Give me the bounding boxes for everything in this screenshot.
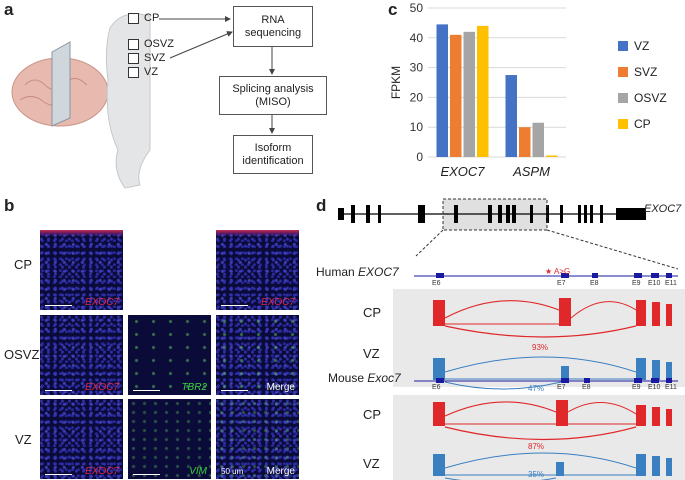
legend-swatch-cp (618, 119, 628, 129)
mouse-label: Mouse Exoc7 (328, 371, 401, 385)
zone-vz: VZ (128, 66, 158, 78)
legend-label-osvz: OSVZ (634, 91, 667, 105)
exon-label-e11: E11 (665, 280, 677, 287)
bar-cp-exoc7 (477, 25, 489, 157)
micrograph-osvz-merge: Merge (216, 315, 299, 395)
y-tick-label: 0 (416, 150, 423, 164)
micrograph-vz-merge: 50 um Merge (216, 399, 299, 479)
panel-a-drawing (11, 13, 275, 189)
bar-vz-aspm (505, 75, 517, 157)
exon-label-e6: E6 (432, 384, 441, 391)
panel-d-sashimi: ★ A>G 93% 47% (338, 198, 685, 480)
legend-swatch-svz (618, 67, 628, 77)
human-cp-track (433, 298, 672, 338)
track-label-mouse-cp: CP (363, 407, 382, 422)
x-tick-label: EXOC7 (440, 164, 485, 179)
zone-svz: SVZ (128, 52, 165, 64)
exon-label-e8: E8 (590, 280, 599, 287)
legend-label-cp: CP (634, 117, 651, 131)
legend-label-svz: SVZ (634, 65, 657, 79)
exon-label-e7: E7 (557, 280, 566, 287)
exon-label-e7: E7 (557, 384, 566, 391)
exon-label-e6: E6 (432, 280, 441, 287)
y-tick-label: 50 (410, 1, 424, 15)
psi-mouse-vz: 35% (528, 470, 544, 479)
brain-slice (51, 41, 71, 127)
snp-label: ★ A>G (545, 267, 570, 276)
isoform-identification-box: Isoform identification (233, 135, 313, 174)
exon-label-e10: E10 (648, 280, 661, 287)
human-vz-track (433, 356, 672, 390)
bar-osvz-aspm (532, 122, 544, 157)
exon-label-e9: E9 (632, 384, 641, 391)
bar-svz-exoc7 (450, 34, 462, 157)
psi-human-vz: 47% (528, 384, 544, 393)
human-label: Human EXOC7 (316, 265, 399, 279)
exon-label-e11: E11 (665, 384, 677, 391)
track-label-mouse-vz: VZ (363, 456, 380, 471)
panel-d-label: d (316, 196, 327, 215)
panel-c-label: c (388, 0, 398, 19)
micrograph-vz-exoc7: EXOC7 (40, 399, 123, 479)
panel-b-label: b (4, 196, 15, 215)
micrograph-cp-merge: EXOC7 (216, 230, 299, 310)
y-tick-label: 30 (410, 61, 424, 75)
micrograph-osvz-tbr2: TBR2 (128, 315, 211, 395)
micrograph-cp-exoc7: EXOC7 (40, 230, 123, 310)
psi-human-cp: 93% (532, 343, 548, 352)
legend-swatch-osvz (618, 93, 628, 103)
zone-osvz: OSVZ (128, 38, 174, 50)
rna-sequencing-box: RNA sequencing (233, 6, 313, 47)
scale-bar-label: 50 um (221, 467, 244, 476)
splicing-analysis-box: Splicing analysis (MISO) (219, 76, 327, 115)
zone-cp: CP (128, 12, 159, 24)
y-tick-label: 40 (410, 31, 424, 45)
bar-osvz-exoc7 (463, 31, 475, 158)
exon-label-e8: E8 (582, 384, 591, 391)
human-exon-track (436, 273, 672, 278)
zoom-box (442, 198, 548, 231)
mouse-cp-track (433, 400, 672, 441)
y-tick-label: 20 (410, 90, 424, 104)
legend-swatch-vz (618, 41, 628, 51)
micrograph-osvz-exoc7: EXOC7 (40, 315, 123, 395)
bar-cp-aspm (546, 155, 558, 157)
legend-label-vz: VZ (634, 39, 649, 53)
exon-label-e9: E9 (632, 280, 641, 287)
track-label-human-cp: CP (363, 305, 382, 320)
fpkm-bar-chart: 0 10 20 30 40 50 FPKM EXOC7 ASPM VZ SVZ OSVZ CP (389, 1, 667, 179)
panel-a-label: a (4, 0, 14, 19)
row-label-vz: VZ (15, 432, 32, 447)
row-label-cp: CP (14, 257, 33, 272)
y-tick-label: 10 (410, 120, 424, 134)
psi-mouse-cp: 87% (528, 442, 544, 451)
gene-name-exoc7: EXOC7 (644, 203, 682, 215)
y-axis-label: FPKM (389, 66, 403, 99)
mouse-exon-track (436, 378, 672, 383)
exon-label-e10: E10 (648, 384, 661, 391)
gene-model-exons (338, 205, 646, 223)
track-label-human-vz: VZ (363, 346, 380, 361)
bar-svz-aspm (519, 127, 531, 157)
row-label-osvz: OSVZ (4, 347, 40, 362)
bar-vz-exoc7 (436, 24, 448, 157)
x-tick-label: ASPM (512, 164, 550, 179)
micrograph-vz-vim: VIM (128, 399, 211, 479)
cortex-section (105, 13, 151, 189)
